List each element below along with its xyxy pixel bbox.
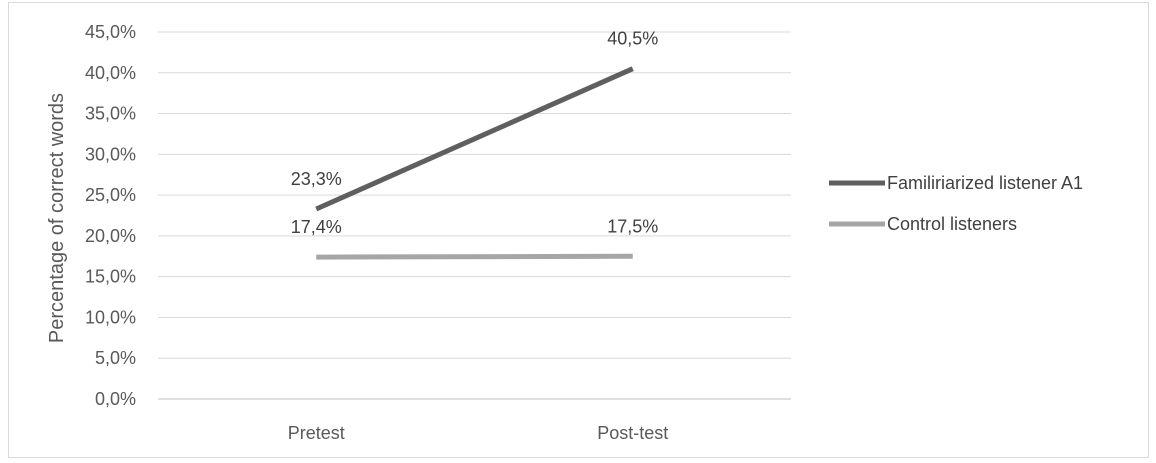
x-tick-labels: Pretest Post-test	[288, 423, 669, 443]
y-tick-labels: 0,0% 5,0% 10,0% 15,0% 20,0% 25,0% 30,0% 35,0% 40…	[85, 22, 136, 409]
series-line	[316, 253, 633, 260]
y-tick-label: 5,0%	[95, 348, 136, 368]
data-labels: 23,3% 40,5% 17,4% 17,5%	[291, 29, 659, 237]
series-lines	[315, 66, 634, 260]
y-tick-label: 25,0%	[85, 185, 136, 205]
y-tick-label: 0,0%	[95, 389, 136, 409]
series-line	[315, 66, 634, 212]
data-label: 23,3%	[291, 169, 342, 189]
x-tick-label: Pretest	[288, 423, 345, 443]
legend-label: Control listeners	[887, 214, 1017, 234]
y-tick-label: 10,0%	[85, 307, 136, 327]
legend-label: Familiriarized listener A1	[887, 173, 1083, 193]
chart-frame	[8, 2, 1149, 458]
x-tick-label: Post-test	[597, 423, 668, 443]
y-axis-label: Percentage of correct words	[46, 93, 68, 343]
y-tick-label: 30,0%	[85, 144, 136, 164]
y-tick-label: 35,0%	[85, 104, 136, 124]
legend: Familiriarized listener A1 Control listen…	[829, 173, 1083, 234]
data-label: 17,4%	[291, 217, 342, 237]
data-label: 40,5%	[607, 29, 658, 49]
gridlines	[158, 31, 791, 400]
y-tick-label: 40,0%	[85, 63, 136, 83]
y-tick-label: 20,0%	[85, 226, 136, 246]
y-tick-label: 15,0%	[85, 267, 136, 287]
data-label: 17,5%	[607, 216, 658, 236]
y-tick-label: 45,0%	[85, 22, 136, 42]
